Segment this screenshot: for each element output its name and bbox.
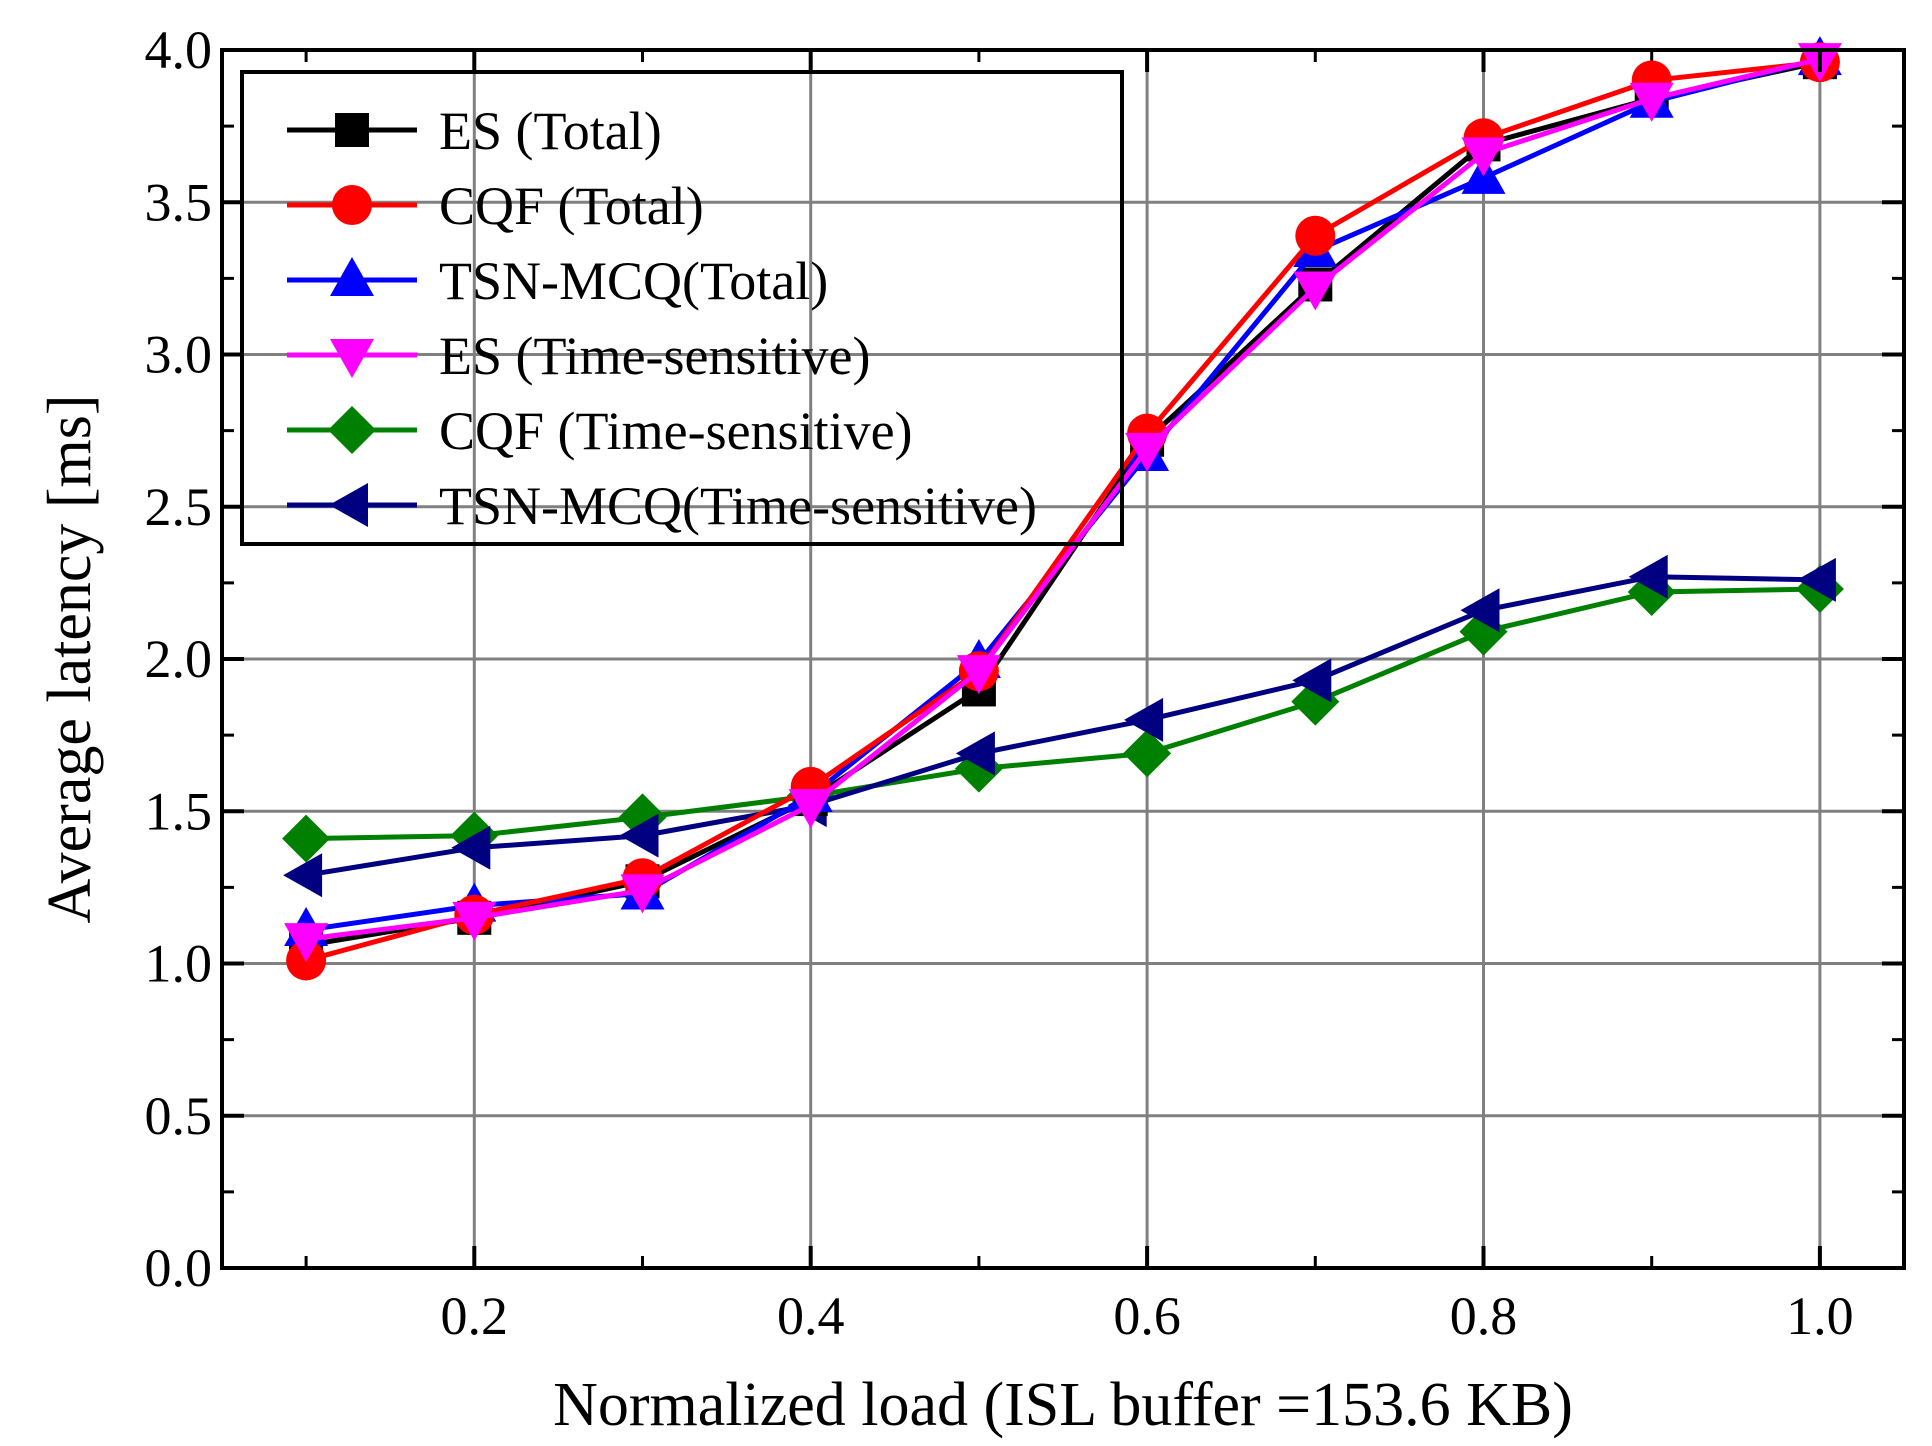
- x-tick-label: 1.0: [1786, 1286, 1854, 1346]
- legend-label: CQF (Total): [439, 176, 704, 236]
- data-point-marker: [1629, 82, 1674, 122]
- legend-marker: [329, 483, 368, 527]
- series-line: [306, 586, 1820, 842]
- legend-item: TSN-MCQ(Time-sensitive): [287, 476, 1037, 536]
- data-point-marker: [1123, 729, 1172, 778]
- x-tick-label: 0.6: [1113, 1286, 1181, 1346]
- data-point-marker: [452, 901, 497, 941]
- series-tsn-mcq-time-sensitive: [283, 554, 1836, 898]
- legend-box: [240, 70, 1124, 546]
- y-tick-label: 4.0: [145, 20, 213, 80]
- data-point-marker: [284, 923, 329, 963]
- data-point-marker: [1293, 271, 1338, 311]
- series-line: [305, 59, 1821, 963]
- legend: ES (Total) CQF (Total) TSN-MCQ(Total) ES (T…: [240, 70, 1124, 546]
- legend-item: CQF (Time-sensitive): [287, 401, 913, 461]
- data-point-marker: [955, 731, 995, 776]
- data-point-marker: [620, 874, 665, 914]
- legend-marker: [330, 339, 374, 378]
- y-tick-label: 2.5: [145, 477, 213, 537]
- data-point-marker: [1461, 137, 1506, 177]
- legend-label: ES (Time-sensitive): [439, 326, 871, 386]
- legend-marker: [332, 185, 372, 225]
- series-line: [305, 56, 1821, 942]
- data-point-marker: [1796, 557, 1836, 602]
- x-tick-label: 0.8: [1450, 1286, 1518, 1346]
- y-tick-label: 1.5: [145, 781, 213, 841]
- y-tick-label: 2.0: [145, 629, 213, 689]
- data-point-marker: [956, 655, 1001, 695]
- legend-marker: [330, 257, 374, 296]
- legend-marker: [335, 113, 369, 147]
- data-point-marker: [1628, 554, 1668, 599]
- legend-marker: [328, 406, 376, 454]
- y-tick-label: 0.5: [145, 1086, 213, 1146]
- data-point-marker: [619, 813, 659, 858]
- axis-ticks: 0.2 0.4 0.6 0.8 1.0 0.0 0.5 1.0 1.5 2.0 2.5 3.0 3.5 4…: [145, 20, 1904, 1346]
- x-tick-label: 0.4: [777, 1286, 845, 1346]
- data-point-marker: [1124, 697, 1164, 742]
- legend-label: ES (Total): [439, 101, 662, 161]
- x-tick-label: 0.2: [441, 1286, 509, 1346]
- data-point-marker: [1125, 432, 1170, 472]
- data-point-marker: [283, 853, 323, 898]
- data-point-marker: [1460, 588, 1500, 633]
- y-tick-label: 3.5: [145, 172, 213, 232]
- y-axis-title: Average latency [ms]: [36, 394, 104, 923]
- data-point-marker: [1292, 658, 1332, 703]
- data-point-marker: [1295, 215, 1336, 256]
- data-point-marker: [282, 814, 331, 863]
- legend-item: TSN-MCQ(Total): [287, 251, 828, 311]
- x-axis-title: Normalized load (ISL buffer =153.6 KB): [553, 1371, 1573, 1439]
- series-line: [305, 574, 1820, 878]
- y-tick-label: 0.0: [145, 1238, 213, 1298]
- y-tick-label: 3.0: [145, 325, 213, 385]
- legend-item: CQF (Total): [287, 176, 704, 236]
- legend-label: TSN-MCQ(Total): [439, 251, 828, 311]
- data-point-marker: [788, 789, 833, 829]
- legend-label: CQF (Time-sensitive): [439, 401, 913, 461]
- legend-item: ES (Time-sensitive): [287, 326, 871, 386]
- data-series: [282, 36, 1844, 981]
- data-point-marker: [451, 825, 491, 870]
- legend-label: TSN-MCQ(Time-sensitive): [439, 476, 1037, 536]
- y-tick-label: 1.0: [145, 934, 213, 994]
- legend-item: ES (Total): [287, 101, 662, 161]
